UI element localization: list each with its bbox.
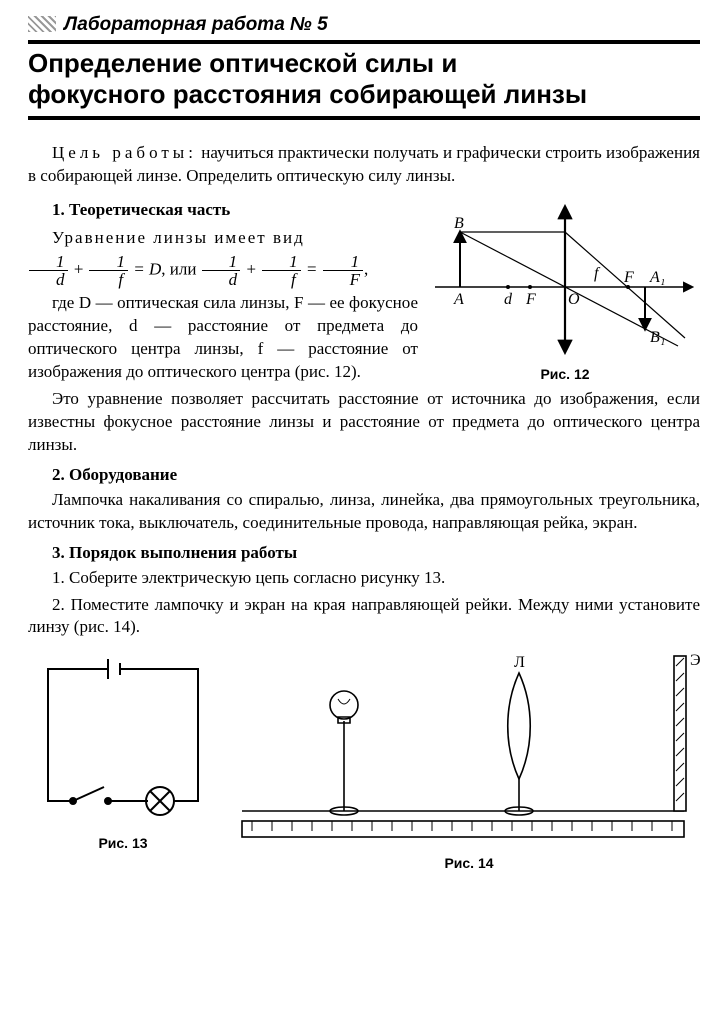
theory-para3: Это уравнение позволяет рассчитать расст… [28, 388, 700, 457]
label-B: B [454, 215, 464, 232]
procedure-step-2: 2. Поместите лампочку и экран на края на… [28, 594, 700, 640]
label-B1: B₁ [650, 329, 665, 346]
page: Лабораторная работа № 5 Определение опти… [0, 0, 728, 895]
label-A1: A₁ [649, 269, 665, 286]
eq-tail: , [364, 260, 368, 279]
label-O: O [568, 291, 580, 308]
lab-number: Лабораторная работа № 5 [64, 14, 328, 35]
eq-or: , или [161, 260, 200, 279]
figure-12-svg: B A d F O f F A₁ B₁ [430, 192, 700, 362]
figure-13-caption: Рис. 13 [28, 835, 218, 851]
title-line-2: фокусного расстояния собирающей линзы [28, 79, 700, 110]
frac-1-f-2: 1f [262, 253, 301, 288]
theory-para2: где D — оптическая сила линзы, F — ее фо… [28, 292, 418, 384]
figure-14-caption: Рис. 14 [234, 855, 704, 871]
procedure-step-1: 1. Соберите электрическую цепь согласно … [28, 567, 700, 590]
figure-13-block: Рис. 13 [28, 651, 218, 871]
section-2-heading: 2. Оборудование [28, 465, 700, 485]
frac-1-f: 1f [89, 253, 128, 288]
eq-lead: Уравнение линзы имеет вид [52, 228, 305, 247]
goal-label: Цель работы: [52, 143, 197, 162]
figure-13-svg [28, 651, 218, 831]
theory-row: 1. Теоретическая часть Уравнение линзы и… [28, 192, 700, 388]
label-F-right: F [623, 269, 634, 286]
lab-number-row: Лабораторная работа № 5 [28, 12, 700, 40]
figure-12-block: B A d F O f F A₁ B₁ Рис. 12 [430, 192, 700, 382]
figure-14-svg: Л Э [234, 651, 704, 851]
frac-1-F: 1F [323, 253, 363, 288]
label-screen: Э [690, 652, 701, 669]
bottom-figures-row: Рис. 13 [28, 651, 700, 871]
theory-column: 1. Теоретическая часть Уравнение линзы и… [28, 192, 418, 388]
section-1-heading: 1. Теоретическая часть [28, 200, 418, 220]
goal-paragraph: Цель работы: научиться практически получ… [28, 142, 700, 188]
label-A: A [453, 291, 464, 308]
title-block: Определение оптической силы и фокусного … [28, 40, 700, 120]
label-F-left: F [525, 291, 536, 308]
figure-14-block: Л Э Рис. 14 [234, 651, 704, 871]
frac-1-d: 1d [29, 253, 68, 288]
figure-12-caption: Рис. 12 [430, 366, 700, 382]
label-lens: Л [514, 654, 525, 671]
lens-equation: Уравнение линзы имеет вид 1d + 1f = D, и… [28, 224, 418, 288]
title-line-1: Определение оптической силы и [28, 48, 700, 79]
equipment-paragraph: Лампочка накаливания со спиралью, линза,… [28, 489, 700, 535]
frac-1-d-2: 1d [202, 253, 241, 288]
label-d: d [504, 291, 513, 308]
label-f: f [594, 265, 601, 282]
section-3-heading: 3. Порядок выполнения работы [28, 543, 700, 563]
hatch-ornament [28, 16, 56, 32]
